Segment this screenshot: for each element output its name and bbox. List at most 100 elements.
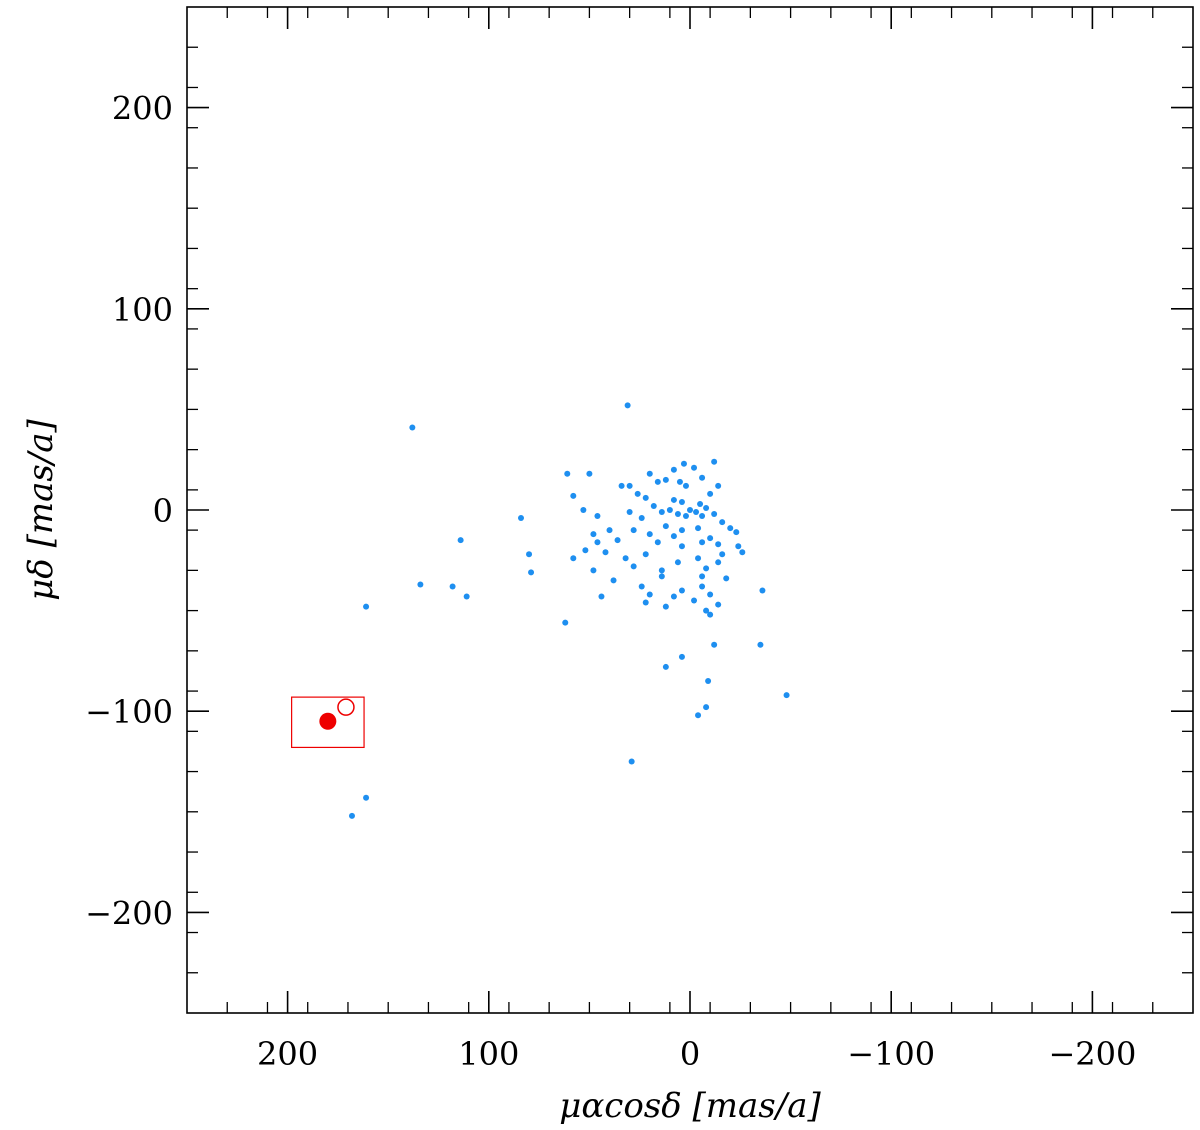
star-point xyxy=(699,583,706,590)
star-point xyxy=(711,458,718,465)
star-point xyxy=(670,533,677,540)
star-point xyxy=(602,549,609,556)
star-point xyxy=(674,511,681,518)
star-point xyxy=(449,583,456,590)
star-point xyxy=(610,577,617,584)
star-point xyxy=(691,464,698,471)
star-point xyxy=(727,525,734,532)
plot-frame xyxy=(186,6,1194,1014)
star-point xyxy=(594,513,601,520)
star-point xyxy=(670,593,677,600)
y-axis-label: μδ [mas/a] xyxy=(21,418,61,600)
x-tick-label: −100 xyxy=(847,1035,935,1073)
star-point xyxy=(562,619,569,626)
star-point xyxy=(674,559,681,566)
star-point xyxy=(658,567,665,574)
star-point xyxy=(628,758,635,765)
y-tick-label: 100 xyxy=(112,291,173,329)
data-points xyxy=(319,402,790,819)
star-point xyxy=(715,482,722,489)
star-point xyxy=(678,543,685,550)
star-point xyxy=(707,611,714,618)
star-point xyxy=(723,575,730,582)
star-point xyxy=(654,539,661,546)
star-point xyxy=(634,490,641,497)
star-point xyxy=(642,551,649,558)
star-point xyxy=(719,551,726,558)
star-point xyxy=(707,490,714,497)
star-point xyxy=(711,511,718,518)
minor-ticks xyxy=(187,7,1193,1013)
x-tick-labels: 200 100 0 −100 −200 xyxy=(257,1035,1136,1073)
star-point xyxy=(642,599,649,606)
star-point xyxy=(670,466,677,473)
star-point xyxy=(715,601,722,608)
star-point xyxy=(678,587,685,594)
star-point xyxy=(703,607,710,614)
star-point xyxy=(715,559,722,566)
star-point xyxy=(678,527,685,534)
star-point xyxy=(687,507,693,513)
x-tick-label: 100 xyxy=(458,1035,519,1073)
star-point xyxy=(695,555,702,562)
star-point xyxy=(676,478,683,485)
star-point xyxy=(658,509,665,516)
star-point xyxy=(622,555,629,562)
star-point xyxy=(630,527,637,534)
star-point xyxy=(638,583,645,590)
star-point xyxy=(586,470,593,477)
star-point xyxy=(417,581,424,588)
star-point xyxy=(678,498,685,505)
y-tick-label: −200 xyxy=(85,894,173,932)
star-point xyxy=(363,794,370,801)
star-point xyxy=(646,531,653,538)
star-point xyxy=(570,555,577,562)
star-point xyxy=(699,573,706,580)
star-point xyxy=(638,515,645,522)
star-point xyxy=(695,525,702,532)
star-point xyxy=(697,500,704,507)
star-point xyxy=(715,541,722,548)
star-point xyxy=(626,509,633,516)
star-point xyxy=(626,482,633,489)
star-point xyxy=(650,502,657,509)
star-point xyxy=(739,549,746,556)
star-point xyxy=(658,573,665,580)
star-point xyxy=(528,569,535,576)
target-point-open xyxy=(337,698,355,716)
x-tick-label: 0 xyxy=(680,1035,700,1073)
star-point xyxy=(517,515,524,522)
star-point xyxy=(666,507,673,513)
star-point xyxy=(598,593,605,600)
star-point xyxy=(682,513,689,520)
y-tick-label: −100 xyxy=(85,693,173,731)
target-point-filled xyxy=(319,712,337,730)
y-tick-labels: 200 100 0 −100 −200 xyxy=(85,90,173,933)
star-point xyxy=(662,476,669,483)
star-point xyxy=(695,712,702,719)
star-point xyxy=(670,496,677,503)
y-tick-label: 200 xyxy=(112,90,173,128)
star-point xyxy=(703,565,710,572)
star-point xyxy=(678,653,685,660)
star-point xyxy=(348,812,355,819)
star-point xyxy=(570,492,577,499)
highlight-box xyxy=(291,696,365,749)
star-point xyxy=(707,535,714,542)
star-point xyxy=(630,563,637,570)
star-point xyxy=(662,523,669,530)
star-point xyxy=(618,482,625,489)
y-tick-label: 0 xyxy=(153,492,173,530)
star-point xyxy=(693,509,700,516)
star-point xyxy=(526,551,533,558)
star-point xyxy=(590,531,597,538)
star-point xyxy=(783,692,790,699)
star-point xyxy=(646,470,653,477)
star-point xyxy=(457,537,464,544)
star-point xyxy=(580,507,587,513)
star-point xyxy=(711,641,718,648)
star-point xyxy=(363,603,370,610)
star-point xyxy=(699,513,706,520)
star-point xyxy=(614,537,621,544)
star-point xyxy=(757,641,764,648)
